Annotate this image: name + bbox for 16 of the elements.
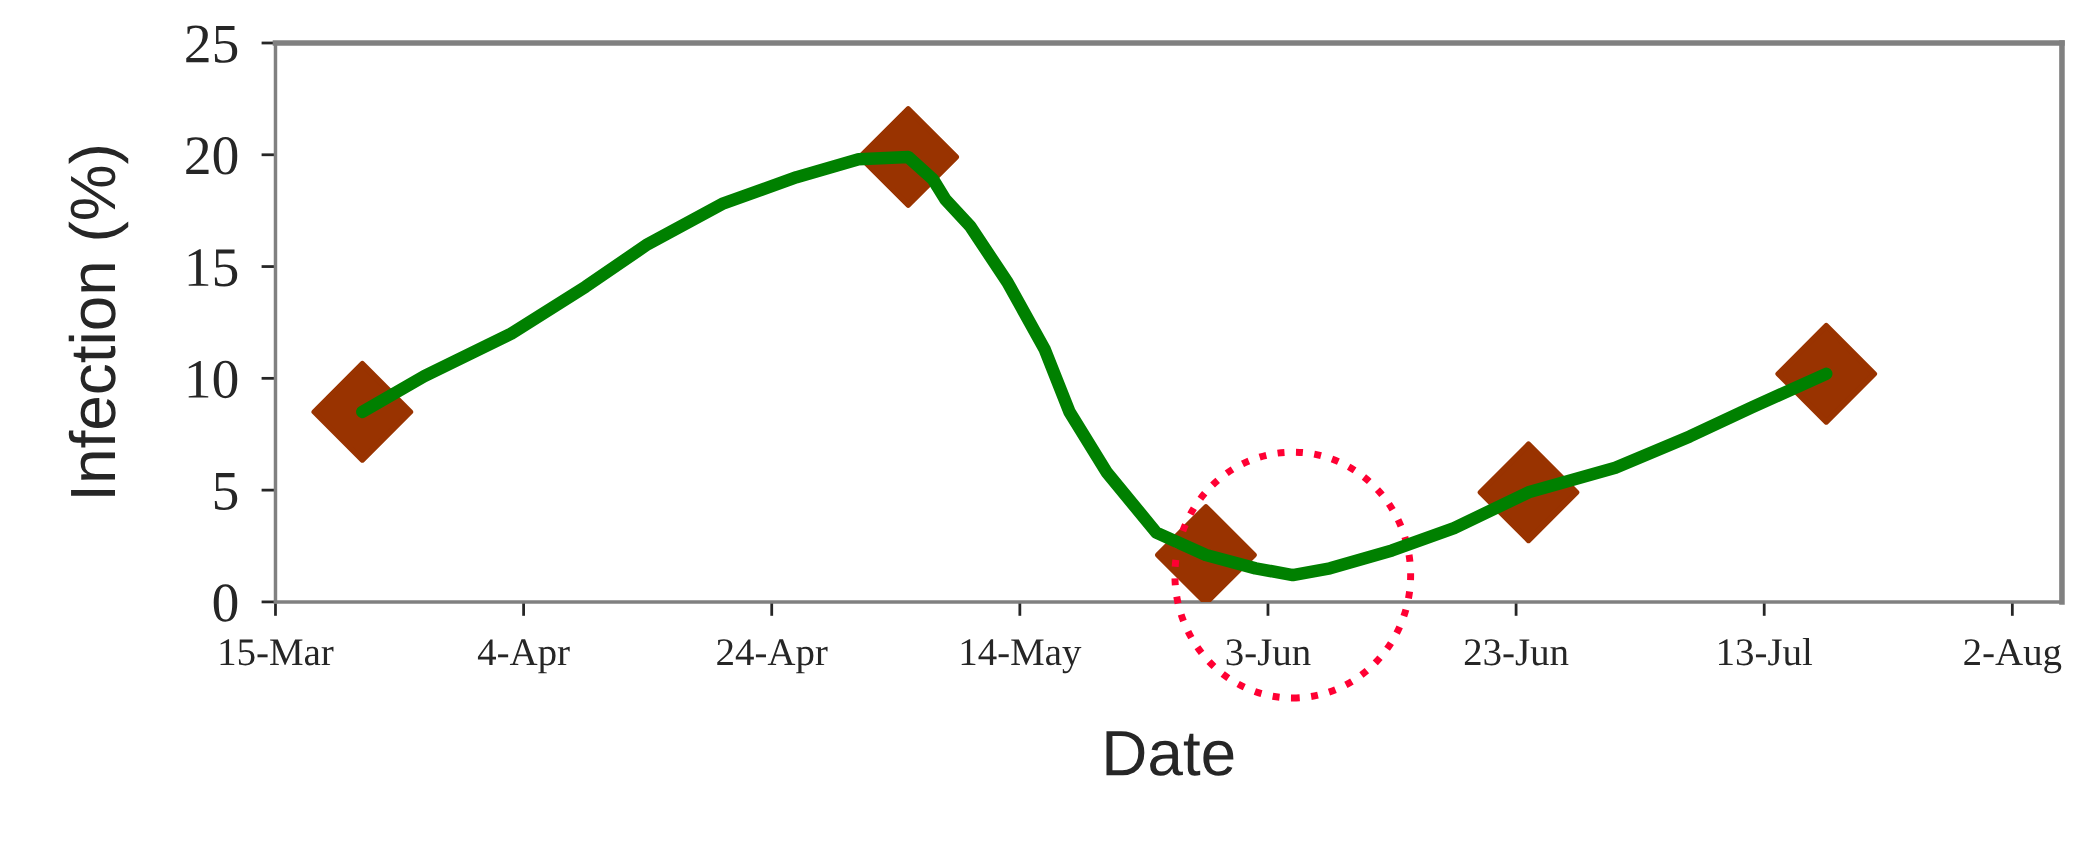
- y-tick-label: 0: [213, 584, 238, 622]
- x-tick-label: 2-Aug: [1964, 639, 2062, 674]
- y-tick-label: 10: [188, 360, 238, 399]
- x-tick-label: 24-Apr: [717, 639, 828, 674]
- y-axis-title: Infection (%): [68, 147, 129, 496]
- x-axis-title: Date: [1106, 731, 1234, 776]
- y-tick-label: 25: [186, 25, 238, 63]
- x-tick-label: 15-Mar: [220, 639, 334, 666]
- y-tick-label: 5: [214, 473, 238, 510]
- x-tick-label: 4-Apr: [477, 639, 570, 674]
- x-tick-label: 3-Jun: [1226, 639, 1311, 666]
- x-tick-label: 13-Jul: [1719, 638, 1813, 666]
- x-tick-label: 14-May: [961, 639, 1082, 674]
- y-tick-label: 20: [186, 137, 238, 175]
- y-tick-label: 15: [188, 249, 238, 287]
- x-tick-label: 23-Jun: [1464, 639, 1569, 666]
